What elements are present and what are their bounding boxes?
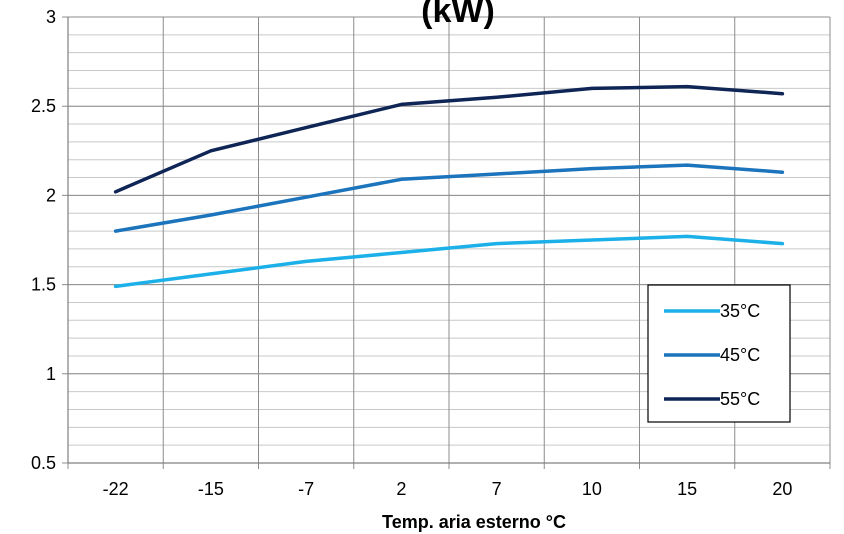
- x-tick-label: 10: [582, 479, 602, 499]
- x-tick-label: -15: [198, 479, 224, 499]
- legend-label: 55°C: [720, 389, 760, 409]
- y-tick-label: 3: [46, 7, 56, 27]
- y-tick-labels: 0.5 1 1.5 2 2.5 3: [31, 7, 56, 473]
- y-tick-label: 1.5: [31, 275, 56, 295]
- x-tick-label: 15: [677, 479, 697, 499]
- x-tick-label: 20: [772, 479, 792, 499]
- x-tick-label: -22: [103, 479, 129, 499]
- series-line-45Cc: [113, 163, 785, 233]
- x-tick-label: 7: [492, 479, 502, 499]
- x-tick-labels: -22 -15 -7 2 7 10 15 20: [103, 479, 793, 499]
- chart-title-fragment: (kW): [421, 0, 495, 30]
- x-axis-title: Temp. aria esterno °C: [382, 512, 566, 532]
- y-tick-label: 2: [46, 185, 56, 205]
- series-line-35Cc: [113, 234, 785, 289]
- series-line-55Cc: [113, 84, 785, 194]
- y-tick-label: 0.5: [31, 453, 56, 473]
- legend-label: 45°C: [720, 345, 760, 365]
- legend-label: 35°C: [720, 301, 760, 321]
- y-tick-label: 1: [46, 364, 56, 384]
- x-tick-label: 2: [396, 479, 406, 499]
- y-tick-label: 2.5: [31, 96, 56, 116]
- legend: 35°C 45°C 55°C: [647, 284, 791, 423]
- x-tick-label: -7: [298, 479, 314, 499]
- series-lines: [113, 84, 785, 289]
